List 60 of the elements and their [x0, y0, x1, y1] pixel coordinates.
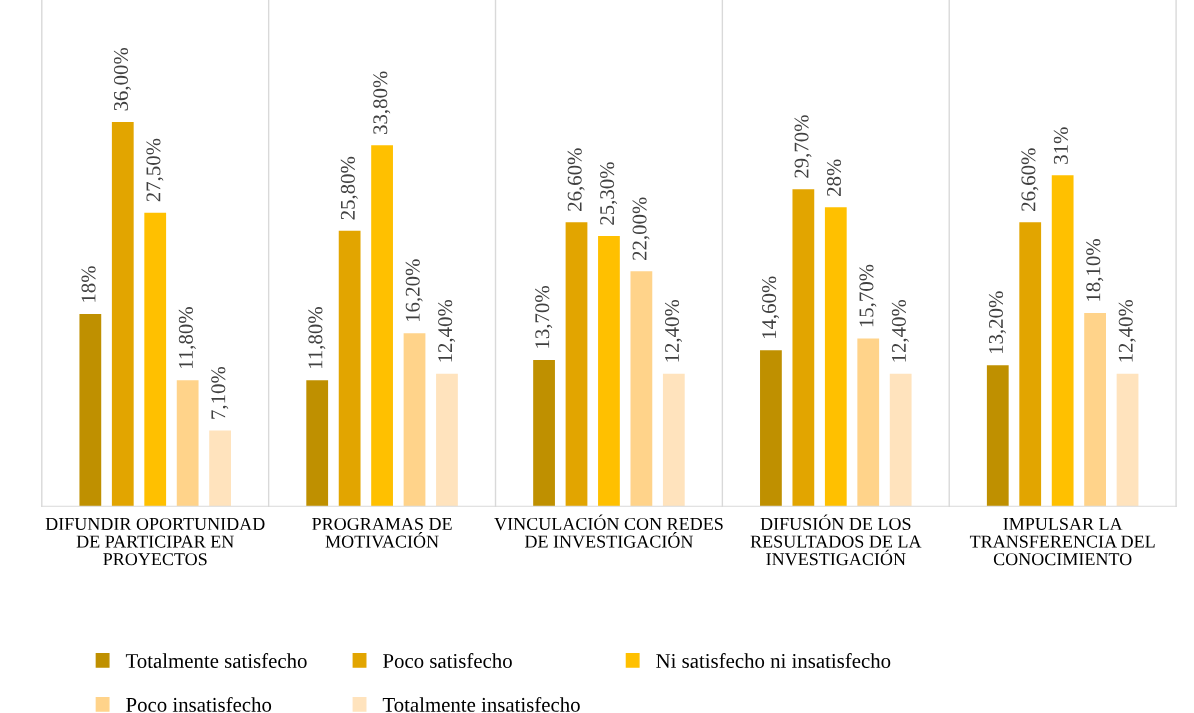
data-label: 13,20% [988, 291, 1006, 354]
data-label: 7,10% [211, 366, 229, 419]
bar [630, 271, 653, 507]
x-tick-label: IMPULSAR LA TRANSFERENCIA DEL CONOCIMIENTO [969, 517, 1155, 566]
bar [986, 365, 1009, 507]
data-label: 16,20% [405, 259, 423, 322]
bar [1116, 373, 1139, 507]
bar [533, 359, 555, 507]
x-tick-label: PROGRAMAS DE MOTIVACIÓN [312, 517, 452, 548]
data-label: 12,40% [1118, 299, 1136, 362]
data-label: 26,60% [567, 148, 585, 211]
data-label: 25,30% [600, 162, 618, 225]
legend-label: Totalmente insatisfecho [382, 697, 580, 712]
bar [565, 222, 588, 507]
x-tick-label: VINCULACIÓN CON REDES DE INVESTIGACIÓN [494, 514, 723, 548]
bar [792, 189, 815, 507]
bar [306, 380, 329, 507]
x-tick-label: DIFUNDIR OPORTUNIDAD DE PARTICIPAR EN PROYECTOS [45, 517, 265, 566]
data-label: 36,00% [113, 47, 131, 111]
data-label: 11,80% [308, 307, 326, 368]
x-tick-label: DIFUSIÓN DE LOS RESULTADOS DE LA INVESTIGACIÓN [750, 514, 922, 566]
data-label: 18% [81, 266, 96, 302]
bar [338, 230, 361, 507]
bar [824, 207, 847, 507]
bar [889, 373, 912, 507]
data-label: 28% [826, 159, 842, 196]
bar [403, 333, 426, 507]
bar [371, 145, 393, 507]
legend-label: Poco satisfecho [383, 653, 512, 668]
data-label: 15,70% [859, 264, 877, 327]
bar [1051, 175, 1074, 507]
bar [209, 430, 231, 507]
bar [111, 121, 134, 507]
bar [857, 338, 880, 507]
bar [1084, 312, 1106, 507]
data-label: 27,50% [146, 138, 164, 202]
bar [598, 236, 620, 507]
bar [144, 212, 167, 507]
legend-label: Ni satisfecho ni insatisfecho [656, 653, 891, 668]
data-label: 12,40% [438, 299, 456, 362]
data-label: 14,60% [762, 276, 780, 339]
data-label: 26,60% [1021, 148, 1039, 211]
legend-label: Poco insatisfecho [126, 697, 272, 712]
bar [662, 373, 685, 507]
data-label: 13,70% [535, 286, 553, 348]
data-label: 25,80% [340, 156, 358, 220]
bar [760, 350, 782, 507]
data-label: 12,40% [664, 299, 683, 362]
data-label: 33,80% [373, 71, 391, 134]
legend-label: Totalmente satisfecho [125, 653, 307, 668]
bar [176, 380, 199, 507]
data-label: 31% [1053, 127, 1068, 164]
bar [1019, 222, 1042, 507]
data-label: 12,40% [891, 299, 909, 362]
data-label: 18,10% [1086, 239, 1104, 301]
bar [436, 373, 458, 507]
bar [79, 314, 102, 507]
data-label: 22,00% [632, 197, 650, 261]
data-label: 11,80% [178, 307, 196, 368]
data-label: 29,70% [794, 115, 812, 178]
